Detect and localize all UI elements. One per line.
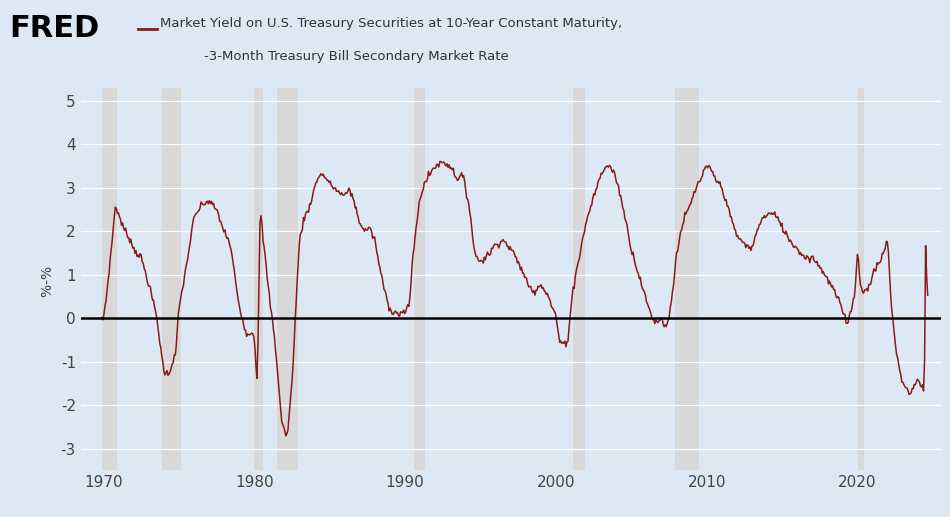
Bar: [255, 88, 263, 470]
Bar: [162, 88, 181, 470]
Text: -3-Month Treasury Bill Secondary Market Rate: -3-Month Treasury Bill Secondary Market …: [204, 50, 509, 63]
Bar: [102, 88, 117, 470]
Bar: [276, 88, 298, 470]
Bar: [414, 88, 426, 470]
Bar: [574, 88, 585, 470]
Y-axis label: %-% : %-%: [41, 262, 55, 297]
Text: Market Yield on U.S. Treasury Securities at 10-Year Constant Maturity,: Market Yield on U.S. Treasury Securities…: [160, 17, 621, 29]
Bar: [675, 88, 699, 470]
Bar: [858, 88, 864, 470]
Text: FRED: FRED: [10, 14, 100, 43]
